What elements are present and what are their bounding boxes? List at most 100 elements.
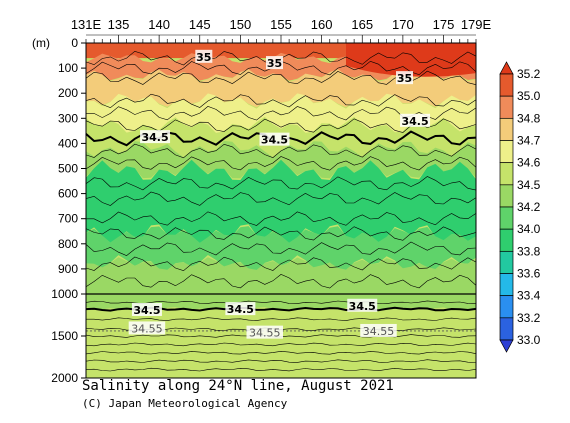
y-tick-label: 900 [58,262,78,276]
colorbar-label: 34.0 [517,222,541,236]
x-tick-label: 145 [189,17,211,32]
contour-line [85,176,477,191]
y-tick-label: 700 [58,212,78,226]
contour-line [85,143,477,159]
contour-line [85,93,477,109]
contour-label: 34.5 [133,304,160,317]
colorbar-label: 33.6 [517,267,541,281]
x-tick-label: 135 [108,17,130,32]
salinity-band [86,140,476,179]
colorbar: 35.2 35.0 34.8 34.7 34.6 34.5 34.2 34.0 33.8 33.6… [499,61,541,353]
contour-label: 34.55 [249,327,281,340]
colorbar-swatch [499,117,514,141]
colorbar-swatch [499,206,514,230]
contour-label-bg [360,323,397,337]
y-tick-label: 1500 [51,329,78,343]
y-tick-label: 100 [58,61,78,75]
colorbar-swatch [499,295,514,319]
contour-label-bg [225,302,256,316]
x-tick-label: 175 [433,17,455,32]
colorbar-swatch [499,228,514,252]
colorbar-swatch [499,95,514,119]
x-tick-label: 165 [351,17,373,32]
contour-label-bg [400,113,431,127]
x-tick-label: 131E [71,17,102,32]
contour-line [85,350,477,355]
colorbar-swatch [499,317,514,341]
contour-label-bg [246,325,283,339]
contour-line [85,342,477,347]
contour-line [86,211,477,226]
x-tick-label: 179E [461,17,492,32]
y-tick-label: 400 [58,136,78,150]
contour-line [85,256,477,272]
contour-label: 34.5 [227,303,254,316]
y-tick-label: 500 [58,162,78,176]
colorbar-label: 33.8 [517,244,541,258]
contour-label-bg [195,49,213,63]
colorbar-bottom-arrow [499,339,514,353]
contour-label-bg [259,132,290,146]
contour-line [85,156,477,171]
y-tick-label: 0 [71,36,78,50]
contour-label-bg [266,56,283,70]
contour-label: 34.5 [141,131,168,144]
contour-line [85,191,477,206]
x-tick-label: 140 [148,17,170,32]
contour-label: 34.5 [261,134,288,147]
salinity-band [86,226,476,272]
contour-line [85,226,477,241]
x-tick-label: 170 [392,17,414,32]
contour-label: 35 [397,72,412,85]
salinity-band [86,159,476,245]
colorbar-swatch [499,73,514,97]
chart-title: Salinity along 24°N line, August 2021 [82,378,394,394]
salinity-band [86,93,476,133]
y-tick-label: 2000 [51,371,78,385]
colorbar-label: 33.4 [517,289,541,303]
salinity-band [86,69,476,108]
colorbar-label: 33.2 [517,311,541,325]
colorbar-label: 34.2 [517,200,541,214]
contour-line [85,300,477,305]
colorbar-swatch [499,162,514,186]
colorbar-top-arrow [499,61,514,75]
y-tick-label: 600 [58,187,78,201]
contour-line [85,241,477,256]
colorbar-label: 35.0 [517,89,541,103]
colorbar-label: 35.2 [517,67,541,81]
chart-credit: (C) Japan Meteorological Agency [82,397,288,410]
contour-label: 34.5 [349,300,376,313]
plot-area: 35 35 35 34.5 34.5 34.5 34.5 34.5 34.5 34.55 34.55… [85,43,477,378]
y-tick-label: 800 [58,237,78,251]
y-tick-label: 300 [58,111,78,125]
contour-line [85,274,477,289]
contour-label-bg [140,130,171,144]
contour-label-bg [396,71,413,85]
contour-label-bg [131,302,162,316]
contour-label: 35 [196,51,211,64]
contour-label: 34.55 [131,322,163,335]
colorbar-label: 34.8 [517,111,541,125]
contour-line [86,317,477,321]
colorbar-label: 34.6 [517,156,541,170]
contour-line [85,359,477,363]
y-tick-label: 1000 [51,287,78,301]
contour-label-bg [128,321,166,335]
colorbar-label: 33.0 [517,333,541,347]
colorbar-swatch [499,250,514,274]
colorbar-swatch [499,140,514,164]
contour-label: 34.55 [363,325,395,338]
colorbar-label: 34.5 [517,178,541,192]
colorbar-swatch [499,184,514,208]
contour-label: 34.5 [401,115,428,128]
colorbar-swatch [499,273,514,297]
x-tick-label: 150 [230,17,252,32]
contour-label-bg [347,298,378,312]
contour-line [85,367,477,372]
y-tick-label: 200 [58,86,78,100]
x-tick-label: 155 [270,17,292,32]
y-axis-label: (m) [32,36,50,50]
contour-label: 35 [267,57,282,70]
